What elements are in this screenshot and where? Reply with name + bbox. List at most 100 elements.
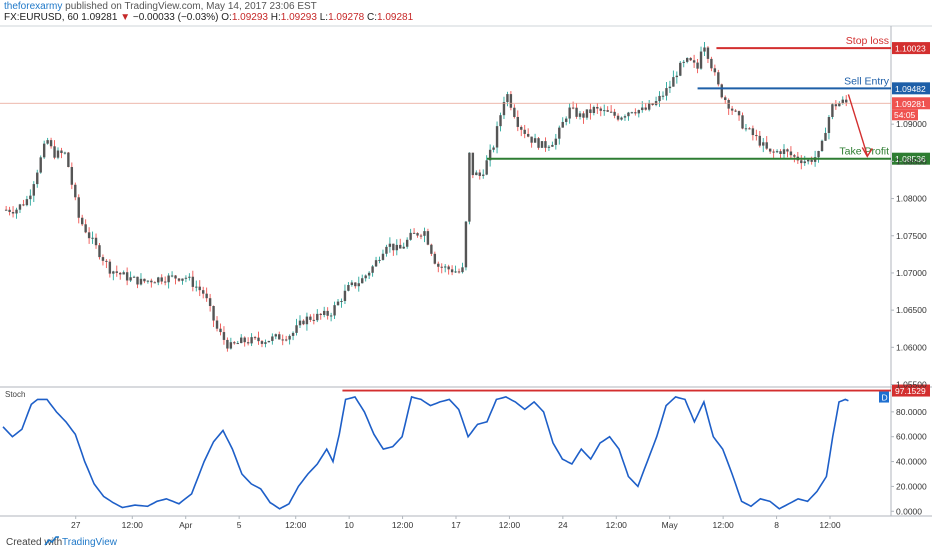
candle-body [661, 95, 665, 97]
candle-body [679, 62, 682, 76]
candle-body [457, 271, 461, 273]
candle-body [53, 146, 56, 158]
candle-body [98, 245, 101, 258]
candle-body [67, 152, 70, 168]
candle-body [793, 155, 796, 157]
stoch-tick-label: 40.0000 [896, 457, 927, 467]
candle-body [513, 107, 516, 117]
countdown-tag [892, 109, 918, 121]
candle-body [803, 161, 806, 164]
low-label: L: [319, 12, 329, 23]
candle-body [36, 172, 39, 185]
x-tick-label: 5 [237, 520, 242, 530]
candle-body [374, 260, 378, 267]
candle-body [724, 97, 727, 100]
candle-body [264, 342, 267, 344]
y-tick-label: 1.07500 [896, 231, 927, 241]
x-tick-label: 24 [558, 520, 568, 530]
candle-body [547, 146, 551, 148]
candle-body [706, 47, 710, 59]
candle-body [46, 140, 49, 144]
candle-body [696, 62, 699, 69]
author-link[interactable]: theforexarmy [4, 1, 63, 12]
stoch-badge[interactable] [879, 391, 889, 403]
candle-body [60, 150, 63, 154]
candle-body [136, 276, 139, 285]
candle-body [412, 232, 416, 234]
candle-body [613, 111, 616, 116]
candle-body [433, 253, 437, 264]
candle-body [817, 151, 820, 158]
candle-body [585, 109, 589, 118]
candle-body [824, 132, 827, 141]
candle-body [737, 111, 741, 116]
candle-body [575, 107, 578, 117]
candle-body [419, 235, 423, 237]
candle-body [305, 316, 309, 325]
candle-body [416, 233, 419, 236]
candle-body [84, 224, 87, 233]
y-tick-label: 1.07000 [896, 268, 927, 278]
candle-body [647, 103, 651, 110]
candle-body [454, 271, 457, 273]
candle-body [561, 121, 564, 128]
candle-body [87, 232, 91, 239]
candle-body [717, 72, 720, 85]
candle-body [119, 272, 122, 275]
candle-body [627, 112, 630, 117]
candle-body [105, 260, 108, 262]
candle-body [838, 103, 841, 107]
candle-body [710, 58, 713, 69]
candle-body [150, 280, 153, 283]
candle-body [437, 263, 440, 267]
candle-body [471, 152, 475, 176]
candle-body [319, 313, 322, 315]
candle-body [741, 115, 744, 129]
candle-body [284, 339, 288, 341]
candle-body [70, 167, 74, 185]
candle-body [153, 282, 156, 284]
candle-body [468, 152, 471, 222]
candle-body [820, 140, 824, 152]
tradingview-brand[interactable]: TradingView [62, 537, 118, 548]
candle-body [526, 133, 530, 137]
candle-body [482, 174, 485, 176]
candle-body [450, 269, 454, 273]
open-label: O: [221, 12, 232, 23]
candle-body [841, 99, 844, 104]
candle-body [202, 290, 205, 294]
projection-arrow-line [847, 94, 868, 156]
candle-body [336, 301, 340, 306]
candle-body [167, 275, 170, 283]
x-tick-label: 12:00 [713, 520, 735, 530]
candle-body [274, 334, 277, 337]
footer: Created with TradingView [0, 532, 932, 550]
candle-body [523, 129, 526, 134]
candle-body [340, 300, 343, 302]
open-value: 1.09293 [231, 12, 268, 23]
candle-body [630, 112, 634, 114]
candle-body [302, 320, 305, 325]
candle-body [367, 272, 371, 276]
candle-body [25, 199, 29, 206]
last-price-label: 1.09281 [895, 99, 926, 109]
candle-body [316, 313, 319, 321]
candle-body [329, 315, 333, 317]
candle-body [191, 276, 195, 287]
candle-body [623, 116, 627, 118]
publish-line: theforexarmy published on TradingView.co… [4, 1, 317, 12]
ohlc-line: FX:EURUSD, 60 1.09281 ▼ −0.00033 (−0.03%… [4, 12, 413, 23]
candle-body [634, 112, 637, 114]
level-price-tag [892, 152, 930, 165]
candle-body [765, 142, 768, 149]
candle-body [703, 47, 706, 52]
candle-body [609, 111, 613, 113]
publish-info: published on TradingView.com, May 14, 20… [65, 1, 317, 12]
candle-body [734, 110, 737, 112]
candle-body [827, 117, 831, 133]
candle-body [554, 138, 558, 145]
candle-body [516, 116, 519, 127]
close-label: C: [367, 12, 377, 23]
last-price-tag [892, 97, 930, 110]
